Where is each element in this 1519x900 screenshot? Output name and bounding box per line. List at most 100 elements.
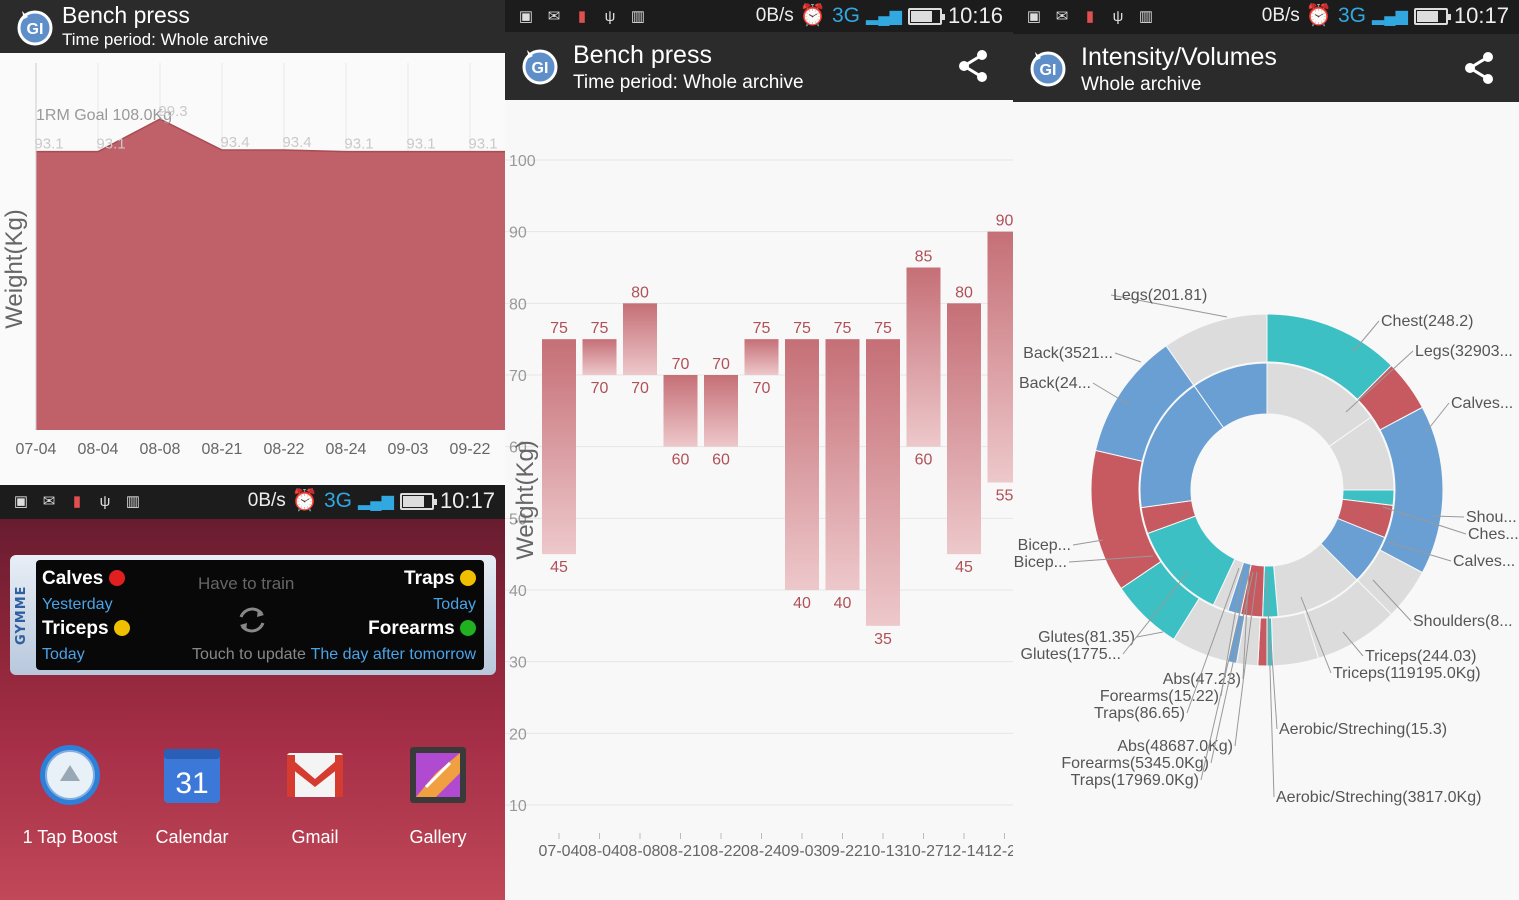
right1-muscle: Traps: [404, 568, 476, 590]
y-axis-label: Weight(Kg): [512, 440, 539, 560]
high-value-label: 70: [712, 356, 730, 373]
status-dot-icon: [460, 570, 476, 586]
segment-label: Bicep...: [1018, 537, 1071, 554]
battery-icon: [907, 7, 945, 25]
image-icon: ▣: [1026, 8, 1042, 25]
gallery-icon: [410, 747, 466, 803]
segment-label: Back(3521...: [1023, 345, 1113, 362]
x-tick-label: 09-03: [388, 441, 429, 458]
low-value-label: 45: [955, 559, 973, 576]
alarm-icon: ⏰: [1305, 4, 1332, 27]
x-tick-label: 08-24: [326, 441, 367, 458]
leader-line: [1072, 539, 1104, 546]
segment-label: Calves...: [1453, 553, 1515, 570]
low-value-label: 70: [591, 380, 609, 397]
clock: 10:17: [439, 488, 495, 513]
segment-label: Legs(201.81): [1113, 287, 1207, 304]
page-title: Intensity/Volumes: [1081, 43, 1277, 71]
gymme-widget[interactable]: GYMME Calves Yesterday Triceps Today Hav…: [10, 555, 496, 675]
app-calendar[interactable]: 31 Calendar: [132, 743, 252, 863]
x-tick-label: 07-04: [16, 441, 57, 458]
app-1-tap-boost[interactable]: 1 Tap Boost: [10, 743, 130, 863]
x-tick-label: 10-13: [863, 843, 904, 860]
segment-label: Abs(48687.0Kg): [1117, 738, 1233, 755]
range-bar: [947, 303, 981, 555]
x-tick-label: 08-21: [660, 843, 701, 860]
high-value-label: 75: [591, 320, 609, 337]
weight-line: [36, 118, 505, 153]
range-bar: [744, 339, 779, 375]
low-value-label: 70: [631, 380, 649, 397]
svg-text:GI: GI: [532, 60, 549, 77]
gymme-logo-icon: GI: [1030, 51, 1066, 87]
segment-label: Forearms(15.22): [1100, 688, 1219, 705]
image-icon: ▣: [518, 8, 534, 25]
intensity-volumes-panel: ▣ ✉ ▮ ψ ▥ 0B/s ⏰ 3G ▂▄▆ 10:17 GI Intensi…: [1013, 0, 1519, 900]
widget-center-hint: Touch to update: [192, 646, 306, 663]
leader-line: [1234, 571, 1258, 747]
mail-icon: ✉: [1055, 8, 1069, 25]
widget-center-title: Have to train: [198, 574, 295, 593]
outer-ring-segment: [1094, 345, 1195, 462]
low-value-label: 40: [793, 595, 811, 612]
goal-label: 1RM Goal 108.0Kg: [36, 107, 172, 124]
range-bar: [582, 339, 617, 375]
svg-text:GI: GI: [1040, 62, 1057, 79]
high-value-label: 75: [550, 320, 568, 337]
weight-area-chart: 1RM Goal 108.0Kg 93.1 93.1 99.3 93.4 93.4 93.1…: [1, 63, 505, 458]
page-subtitle: Time period: Whole archive: [62, 30, 269, 49]
leader-line: [1220, 566, 1244, 697]
y-tick-label: 50: [509, 511, 527, 528]
app-gmail[interactable]: Gmail: [255, 743, 375, 863]
segment-label: Traps(86.65): [1094, 705, 1185, 722]
range-bar: [663, 375, 698, 447]
clock: 10:16: [947, 3, 1003, 28]
network-speed: 0B/s: [755, 5, 794, 26]
right2-muscle: Forearms: [368, 618, 476, 640]
network-speed: 0B/s: [1261, 5, 1300, 26]
x-tick-label: 07-04: [539, 843, 580, 860]
barcode-icon: ▥: [125, 493, 141, 510]
segment-label: Aerobic/Streching(3817.0Kg): [1276, 789, 1481, 806]
app-label: Calendar: [155, 827, 229, 847]
leader-line: [1372, 579, 1412, 622]
widget-body[interactable]: Calves Yesterday Triceps Today Have to t…: [36, 560, 484, 670]
network-speed: 0B/s: [247, 490, 286, 511]
x-tick-label: 08-24: [741, 843, 782, 860]
segment-label: Abs(47.23): [1163, 671, 1241, 688]
value-label: 93.4: [282, 134, 311, 151]
leader-line: [1114, 352, 1142, 363]
segment-label: Traps(17969.0Kg): [1071, 772, 1199, 789]
share-icon[interactable]: [955, 48, 991, 84]
range-bar: [866, 339, 900, 626]
status-bar: ▣ ✉ ▮ ψ ▥ 0B/s ⏰ 3G ▂▄▆ 10:16: [505, 0, 1013, 32]
refresh-icon[interactable]: [234, 602, 270, 638]
x-tick-label: 09-22: [450, 441, 491, 458]
leader-line: [1136, 631, 1164, 638]
app-gallery[interactable]: Gallery: [378, 743, 498, 863]
segment-label: Bicep...: [1014, 554, 1067, 571]
x-tick-label: 09-22: [822, 843, 863, 860]
battery-icon: [399, 492, 437, 510]
low-value-label: 60: [712, 452, 730, 469]
status-dot-icon: [108, 570, 125, 586]
calendar-icon: 31: [164, 749, 220, 803]
leader-line: [1300, 596, 1332, 674]
inner-ring-segment: [1139, 385, 1225, 509]
high-value-label: 80: [955, 284, 973, 301]
gmail-icon: [287, 753, 343, 797]
range-bar: [623, 303, 657, 375]
left1-muscle: Calves: [42, 568, 125, 590]
x-tick-label: 08-08: [620, 843, 661, 860]
high-value-label: 75: [753, 320, 771, 337]
high-value-label: 85: [915, 249, 933, 266]
x-tick-label: 08-22: [701, 843, 742, 860]
leader-line: [1425, 402, 1450, 433]
leader-line: [1345, 350, 1414, 413]
low-value-label: 40: [834, 595, 852, 612]
status-bar: ▣ ✉ ▮ ψ ▥ 0B/s ⏰ 3G ▂▄▆ 10:17: [1013, 0, 1519, 34]
x-tick-label: 08-21: [202, 441, 243, 458]
segment-label: Aerobic/Streching(15.3): [1279, 721, 1447, 738]
x-tick-label: 08-08: [140, 441, 181, 458]
share-icon[interactable]: [1461, 50, 1497, 86]
